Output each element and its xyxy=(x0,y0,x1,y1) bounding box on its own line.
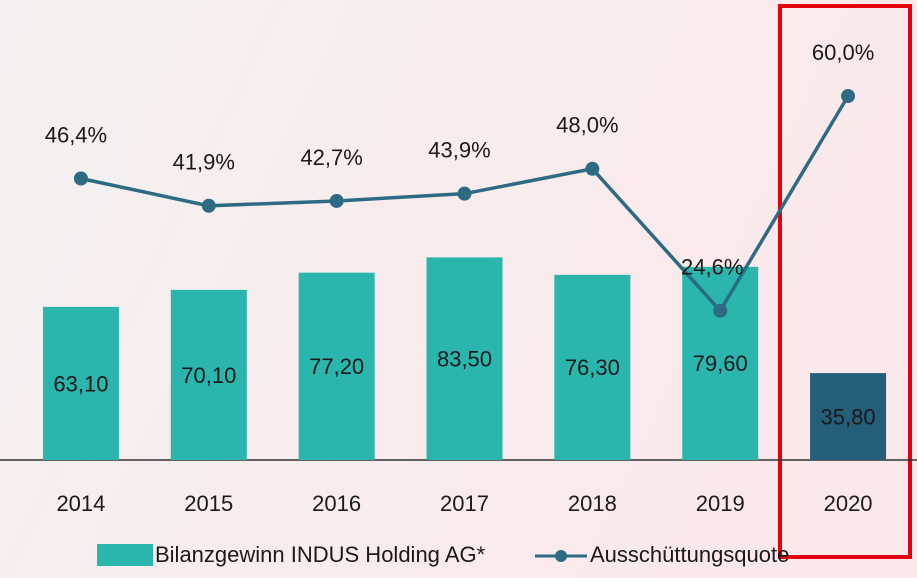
line-value-label: 41,9% xyxy=(173,150,235,175)
legend-label: Bilanzgewinn INDUS Holding AG* xyxy=(155,542,486,567)
bar-value-label: 79,60 xyxy=(693,351,748,376)
x-tick-label: 2020 xyxy=(824,491,873,516)
x-tick-label: 2019 xyxy=(696,491,745,516)
bar-value-label: 83,50 xyxy=(437,346,492,371)
legend: Bilanzgewinn INDUS Holding AG* Ausschütt… xyxy=(97,542,789,567)
bar-value-label: 35,80 xyxy=(821,404,876,429)
bar-value-label: 70,10 xyxy=(181,363,236,388)
line-value-label: 48,0% xyxy=(556,113,618,138)
bar xyxy=(810,373,887,460)
bar xyxy=(298,272,375,460)
line-marker xyxy=(73,171,88,186)
line-marker xyxy=(585,161,600,176)
line-value-label: 24,6% xyxy=(681,255,743,280)
line-marker xyxy=(457,186,472,201)
line-value-label: 43,9% xyxy=(428,137,490,162)
bar xyxy=(554,274,631,460)
legend-marker xyxy=(555,550,567,562)
bar-value-label: 63,10 xyxy=(53,371,108,396)
highlight-box xyxy=(778,4,912,559)
bar-value-label: 76,30 xyxy=(565,355,620,380)
x-tick-label: 2014 xyxy=(56,491,105,516)
x-tick-label: 2017 xyxy=(440,491,489,516)
bar xyxy=(682,266,759,460)
line-marker xyxy=(841,89,856,103)
bar xyxy=(426,257,503,460)
legend-swatch xyxy=(97,544,153,566)
line-value-label: 42,7% xyxy=(300,145,362,170)
x-tick-label: 2016 xyxy=(312,491,361,516)
bar-value-label: 77,20 xyxy=(309,354,364,379)
x-tick-label: 2018 xyxy=(568,491,617,516)
line-value-label: 60,0% xyxy=(812,40,874,65)
x-tick-label: 2015 xyxy=(184,491,233,516)
bar xyxy=(170,289,247,460)
line-marker xyxy=(201,198,216,213)
line-marker xyxy=(713,303,728,318)
line-marker xyxy=(329,193,344,208)
legend-label: Ausschüttungsquote xyxy=(590,542,789,567)
bar xyxy=(42,306,119,460)
line-value-label: 46,4% xyxy=(45,122,107,147)
